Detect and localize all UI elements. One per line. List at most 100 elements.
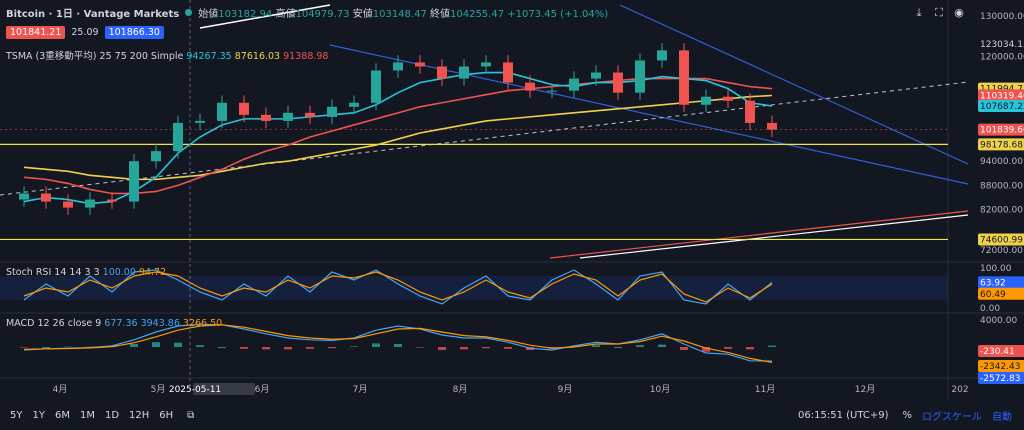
tf-5y[interactable]: 5Y [10,409,23,421]
candle-body [107,199,117,202]
stoch-axis-tag: 60.49 [980,290,1006,300]
symbol-title[interactable]: Bitcoin · 1日 · Vantage Markets [6,9,180,20]
price-axis-tag-bg [978,123,1024,136]
price-axis-tag: 110319.46 [980,91,1024,101]
candle-body [173,122,183,152]
macd-value: 677.36 [104,318,138,329]
price-axis-tag: 107687.22 [980,102,1024,112]
macd-axis-tag-bg [978,345,1024,357]
candle-body [657,50,667,61]
candle-body [129,161,139,202]
clock[interactable]: 06:15:51 (UTC+9) [798,409,889,421]
stoch-legend[interactable]: Stoch RSI 14 14 3 3 100.00 94.72 [6,267,166,278]
stoch-legend-name: Stoch RSI [6,267,52,278]
price-axis-label: 94000.00 [980,157,1023,167]
candle-body [547,90,557,92]
macd-histogram-bar [702,347,710,352]
price-axis-tag-bg [978,89,1024,102]
macd-histogram-bar [746,347,754,350]
price-axis-label: 123034.13 [980,40,1024,50]
candle-body [679,50,689,105]
candle-body [305,112,315,117]
macd-axis-tag: -230.41 [980,347,1015,357]
candle-body [569,78,579,91]
time-axis-label: 6月 [255,384,270,395]
time-axis-label: 4月 [53,384,68,395]
macd-histogram-bar [372,343,380,347]
tf-1m[interactable]: 1M [79,409,95,421]
tf-12h[interactable]: 12H [129,409,150,421]
tf-6h[interactable]: 6H [159,409,174,421]
buy-button[interactable]: 101866.30 [104,26,164,39]
tf-1y[interactable]: 1Y [32,409,45,421]
camera-icon[interactable]: ◉ [954,6,964,19]
download-icon[interactable]: ⤓ [916,6,922,19]
stoch-axis-tag-bg [978,276,1024,289]
fullscreen-icon[interactable]: ⛶ [935,6,943,19]
price-axis-tag: 98178.68 [980,140,1023,150]
macd-histogram-bar [328,347,336,349]
candle-body [327,106,337,117]
candle-body [635,60,645,93]
sma-legend-params: 25 75 200 Simple [99,51,184,62]
candle-body [503,62,513,83]
macd-histogram-bar [416,347,424,348]
candle-body [525,82,535,91]
auto-scale-toggle[interactable]: 自動 [992,411,1012,423]
macd-histogram-bar [504,347,512,349]
macd-histogram-bar [284,347,292,350]
price-axis-tag-bg [978,138,1024,151]
macd-histogram-bar [20,347,28,348]
candle-body [151,151,161,162]
candle-body [701,96,711,105]
percent-toggle[interactable]: % [902,409,912,421]
price-axis-label: 120000.00 [980,52,1024,62]
time-axis-label: 12月 [855,384,875,395]
candle-body [591,72,601,79]
open-value: 103182.94 [218,9,273,20]
stoch-legend-params: 14 14 3 3 [54,267,100,278]
macd-histogram-bar [636,345,644,347]
sma-legend[interactable]: TSMA (3重移動平均) 25 75 200 Simple 94267.35 … [6,48,328,62]
macd-histogram-bar [174,342,182,347]
stoch-k-value: 100.00 [102,267,136,278]
low-label: 安値 [352,9,373,20]
macd-signal-line [23,324,773,364]
time-axis-label: 9月 [558,384,573,395]
macd-histogram-bar [394,344,402,347]
macd-histogram-bar [460,347,468,350]
sell-button[interactable]: 101841.21 [6,26,66,39]
low-value: 103148.47 [372,9,427,20]
macd-hist-value: 3266.50 [182,318,223,329]
macd-legend[interactable]: MACD 12 26 close 9 677.36 3943.86 3266.5… [6,318,222,329]
log-scale-toggle[interactable]: ログスケール [922,411,982,423]
macd-histogram-bar [152,342,160,347]
macd-histogram-bar [614,347,622,348]
candle-body [63,201,73,208]
date-range-icon[interactable]: ⧉ [187,409,195,421]
high-label: 高値 [275,9,296,20]
price-axis-label: 72000.00 [980,246,1023,256]
candle-body [393,62,403,71]
macd-axis-label: 4000.00 [980,316,1017,326]
time-axis-label: 11月 [755,384,775,395]
time-axis-highlight: 2025-05-11 [169,385,221,395]
macd-legend-params: 12 26 close 9 [37,318,102,329]
tf-1d[interactable]: 1D [104,409,120,421]
candle-body [349,102,359,107]
ohlc-readout: 始値103182.94 高値104979.73 安値103148.47 終値10… [198,5,608,20]
candle-body [613,72,623,93]
time-axis-label: 5月 [151,384,166,395]
stoch-axis-label: 0.00 [980,304,1000,314]
macd-legend-name: MACD [6,318,35,329]
macd-histogram-bar [240,347,248,349]
sma25-value: 94267.35 [186,51,232,62]
spread-value: 25.09 [71,27,99,38]
macd-histogram-bar [482,347,490,349]
macd-axis-tag: -2572.83 [980,374,1020,384]
macd-histogram-bar [350,346,358,347]
macd-line [23,323,773,362]
candle-body [195,120,205,123]
tf-6m[interactable]: 6M [54,409,70,421]
